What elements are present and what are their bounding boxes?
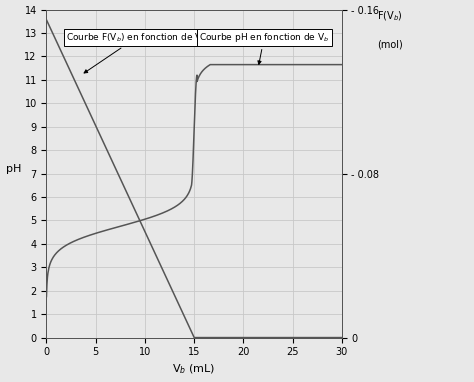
Text: Courbe pH en fonction de V$_b$: Courbe pH en fonction de V$_b$ — [199, 31, 329, 64]
Text: Courbe F(V$_b$) en fonction de V$_b$: Courbe F(V$_b$) en fonction de V$_b$ — [66, 31, 207, 73]
Text: (mol): (mol) — [377, 39, 403, 49]
X-axis label: V$_b$ (mL): V$_b$ (mL) — [173, 363, 216, 376]
Text: F(V$_b$): F(V$_b$) — [377, 10, 403, 23]
Y-axis label: pH: pH — [6, 163, 21, 173]
